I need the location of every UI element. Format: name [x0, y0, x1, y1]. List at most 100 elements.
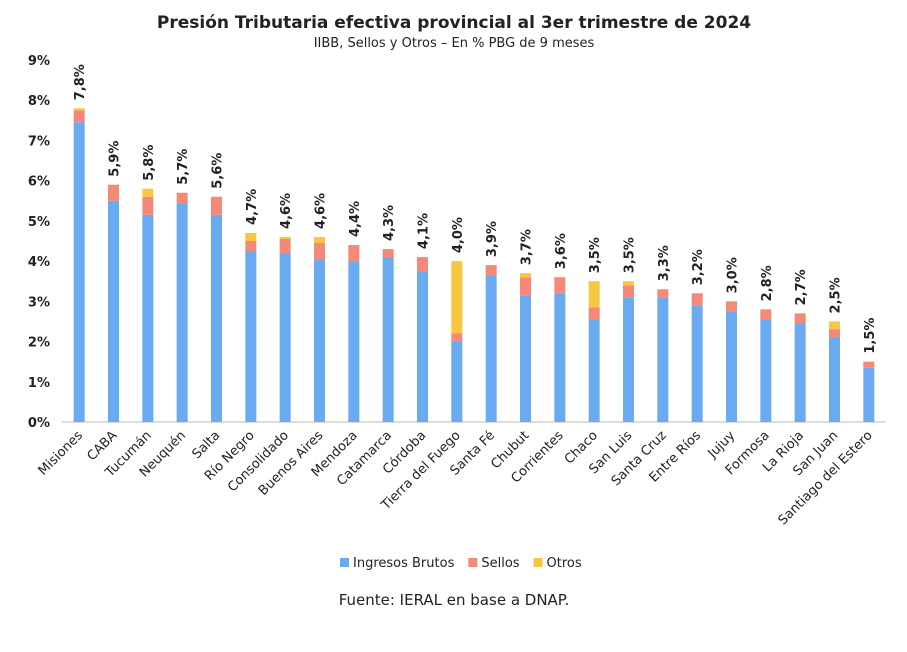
y-tick-label: 1%	[28, 376, 50, 391]
bar-segment	[211, 196, 222, 215]
total-label: 3,9%	[485, 221, 500, 257]
bar-segment	[73, 122, 85, 422]
bar-segment	[691, 305, 703, 422]
total-label: 7,8%	[73, 64, 88, 100]
bar-segment	[588, 281, 600, 308]
bar-segment	[142, 188, 154, 197]
bar-segment	[245, 232, 257, 241]
legend-label: Sellos	[481, 556, 519, 571]
bar-segment	[520, 277, 531, 296]
bar-segment	[279, 236, 291, 239]
bar-segment	[314, 243, 325, 260]
total-label: 3,5%	[588, 237, 603, 273]
bar-segment	[726, 311, 737, 422]
bar-segment	[142, 196, 154, 215]
total-label: 5,6%	[211, 153, 226, 189]
bar-segment	[176, 192, 188, 204]
bar-segment	[554, 277, 566, 294]
bar-segment	[279, 253, 291, 422]
total-label: 4,7%	[245, 189, 260, 225]
bar-segment	[108, 184, 119, 201]
bar-segment	[691, 293, 703, 306]
bar-segment	[829, 337, 840, 422]
x-tick-label: Misiones	[36, 428, 86, 478]
bar-segment	[142, 214, 154, 422]
legend-label: Otros	[547, 556, 582, 571]
bar-segment	[108, 200, 119, 422]
bar-segment	[211, 214, 222, 422]
total-label: 5,8%	[142, 145, 157, 181]
bar-segment	[245, 251, 257, 422]
bar-segment	[73, 108, 85, 111]
bar-segment	[623, 281, 634, 286]
bar-segment	[829, 321, 840, 330]
total-label: 3,7%	[520, 229, 535, 265]
bar-segment	[794, 313, 806, 324]
bar-segment	[588, 307, 600, 320]
bar-segment	[451, 261, 463, 334]
y-tick-label: 8%	[28, 94, 50, 109]
total-label: 5,7%	[176, 149, 191, 185]
chart-title: Presión Tributaria efectiva provincial a…	[157, 13, 751, 33]
y-tick-label: 6%	[28, 175, 50, 190]
bar-segment	[863, 361, 875, 368]
y-tick-label: 4%	[28, 255, 50, 270]
bar-segment	[623, 285, 634, 298]
bar-segment	[623, 297, 634, 422]
bar-segment	[314, 236, 325, 244]
total-label: 2,7%	[794, 269, 809, 305]
bar-segment	[382, 249, 394, 258]
bar-segment	[588, 319, 600, 422]
y-tick-label: 7%	[28, 134, 50, 149]
legend-label: Ingresos Brutos	[353, 556, 455, 571]
bar-segment	[829, 329, 840, 338]
total-label: 4,0%	[451, 217, 466, 253]
bar-segment	[520, 295, 531, 422]
total-label: 3,3%	[657, 245, 672, 281]
bar-segment	[760, 309, 772, 320]
bar-segment	[314, 259, 325, 422]
total-label: 4,4%	[348, 201, 363, 237]
total-label: 4,6%	[314, 193, 329, 229]
legend-swatch	[340, 558, 349, 567]
bar-segment	[417, 257, 428, 272]
bar-segment	[485, 265, 497, 276]
bar-segment	[794, 323, 806, 422]
bar-segment	[451, 341, 463, 422]
y-tick-label: 2%	[28, 336, 50, 351]
bar-segment	[863, 367, 875, 422]
bar-segment	[657, 297, 669, 422]
bar-segment	[554, 293, 566, 422]
chart-subtitle: IIBB, Sellos y Otros – En % PBG de 9 mes…	[314, 36, 595, 51]
bar-segment	[657, 289, 669, 298]
bar-segment	[382, 257, 394, 422]
total-label: 3,2%	[691, 249, 706, 285]
bar-segment	[176, 203, 188, 422]
bar-segment	[348, 245, 360, 262]
bar-segment	[726, 301, 737, 312]
total-label: 1,5%	[863, 318, 878, 354]
y-tick-label: 9%	[28, 54, 50, 69]
total-label: 3,0%	[726, 257, 741, 293]
total-label: 2,5%	[829, 277, 844, 313]
source: Fuente: IERAL en base a DNAP.	[339, 591, 570, 609]
bar-segment	[485, 275, 497, 422]
total-label: 5,9%	[108, 141, 123, 177]
bar-segment	[520, 273, 531, 278]
bar-segment	[451, 333, 463, 342]
bar-segment	[348, 261, 360, 422]
bar-segment	[279, 238, 291, 254]
y-tick-label: 5%	[28, 215, 50, 230]
y-tick-label: 3%	[28, 295, 50, 310]
total-label: 3,5%	[623, 237, 638, 273]
y-tick-label: 0%	[28, 416, 50, 431]
total-label: 4,6%	[279, 193, 294, 229]
bar-segment	[417, 271, 428, 422]
total-label: 3,6%	[554, 233, 569, 269]
total-label: 4,3%	[382, 205, 397, 241]
total-label: 4,1%	[417, 213, 432, 249]
legend-swatch	[468, 558, 478, 567]
total-label: 2,8%	[760, 265, 775, 301]
